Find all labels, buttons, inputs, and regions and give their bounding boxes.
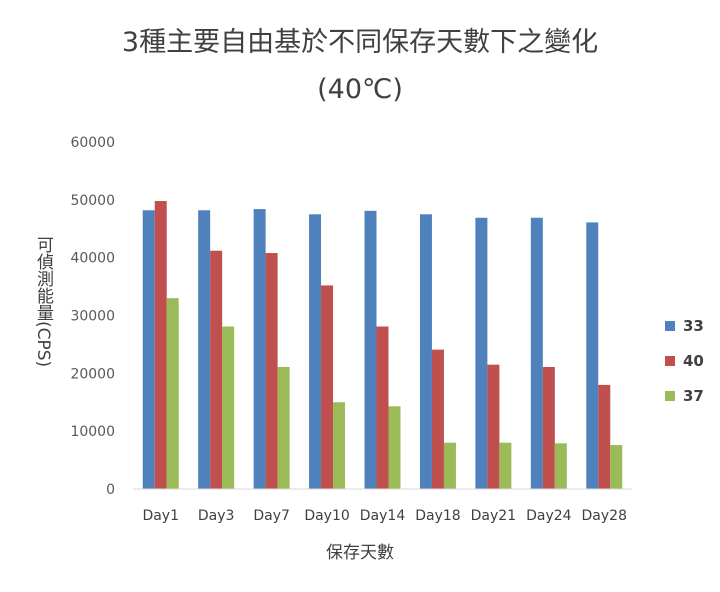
legend-item-series-3: 37 [665,378,704,413]
bar-series-33 [309,214,322,489]
bar-series-37 [443,442,456,489]
x-tick-label: Day3 [198,508,235,524]
chart-subtitle: (40℃) [317,74,403,105]
bar-series-33 [586,222,599,489]
y-tick-label: 20000 [70,366,115,382]
x-tick-label: Day14 [360,508,406,524]
legend-swatch [665,355,675,366]
legend-swatch [665,320,675,331]
legend-label: 37 [683,386,704,405]
y-tick-label: 50000 [70,193,115,209]
x-tick-label: Day21 [471,508,516,524]
y-tick-label: 0 [106,482,115,498]
bar-series-40 [431,349,444,489]
x-tick-label: Day10 [304,508,349,524]
bar-series-40 [321,285,334,489]
x-tick-label: Day1 [142,508,179,524]
bar-series-40 [376,326,389,489]
bar-series-33 [253,209,266,489]
legend-label: 40 [683,351,704,370]
legend-swatch [665,390,675,401]
bar-series-40 [487,364,500,489]
bar-series-37 [222,326,235,489]
bar-series-33 [419,214,432,489]
bar-series-37 [166,298,179,489]
bar-series-40 [265,253,278,489]
bar-series-37 [554,443,567,489]
y-tick-label: 60000 [70,135,115,151]
bar-series-37 [499,442,512,489]
bar-series-37 [277,366,290,489]
legend-item-series-2: 40 [665,343,704,378]
bar-series-33 [530,217,543,490]
bar-series-33 [364,210,377,490]
bar-series-37 [388,406,401,489]
bar-series-40 [598,384,611,489]
bar-series-33 [142,210,155,489]
bar-series-40 [154,200,167,490]
bar-series-33 [475,217,488,490]
y-axis-label: 可偵測能量(CPS) [33,236,53,368]
chart-title: 3種主要自由基於不同保存天數下之變化 [121,27,599,58]
legend-item-series-1: 33 [665,308,704,343]
x-tick-label: Day24 [526,508,572,524]
y-tick-label: 10000 [70,424,115,440]
x-tick-label: Day7 [253,508,290,524]
bar-series-33 [198,210,211,489]
bar-series-40 [542,366,555,489]
x-tick-label: Day28 [582,508,627,524]
x-axis-label: 保存天數 [326,543,394,563]
bar-series-37 [610,445,623,489]
legend-label: 33 [683,316,704,335]
x-tick-label: Day18 [415,508,460,524]
y-tick-label: 30000 [70,309,115,325]
legend: 33 40 37 [665,308,704,413]
bar-series-37 [333,402,346,489]
y-tick-label: 40000 [70,251,115,267]
bar-series-40 [210,250,223,489]
